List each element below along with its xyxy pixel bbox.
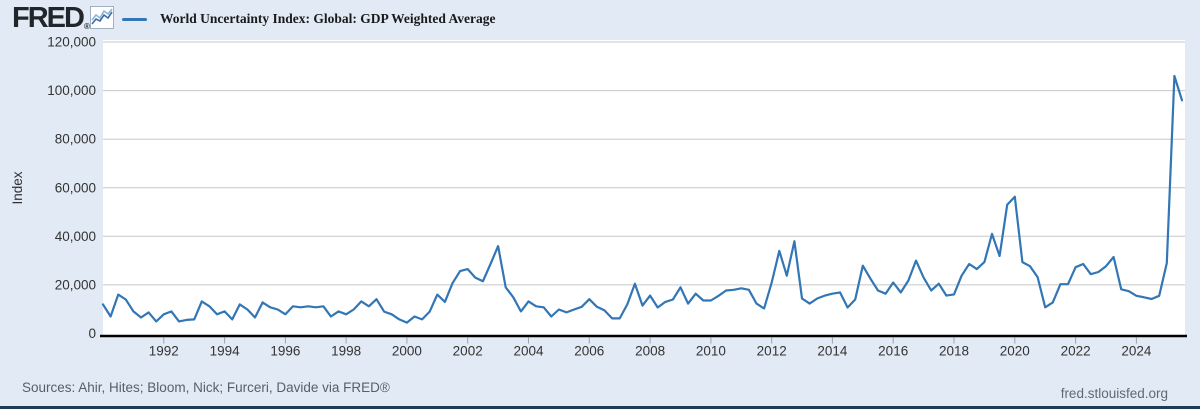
- series-line: [101, 74, 1184, 324]
- bottom-border: [0, 406, 1200, 409]
- x-tick-label: 2006: [574, 344, 604, 359]
- x-tick-label: 2016: [878, 344, 908, 359]
- y-tick-label: 100,000: [47, 83, 96, 98]
- x-tick-label: 2010: [696, 344, 726, 359]
- x-tick-label: 2020: [1000, 344, 1030, 359]
- mini-chart-icon: [90, 6, 114, 29]
- y-tick-label: 20,000: [55, 277, 96, 292]
- y-tick-label: 80,000: [55, 132, 96, 147]
- y-tick-label: 40,000: [55, 229, 96, 244]
- fred-logo[interactable]: FRED®: [12, 2, 90, 35]
- x-tick-label: 1996: [270, 344, 300, 359]
- y-axis-title: Index: [10, 171, 25, 204]
- y-tick-label: 0: [88, 326, 96, 341]
- x-tick-label: 1998: [331, 344, 361, 359]
- y-tick-label: 60,000: [55, 180, 96, 195]
- x-tick-label: 1994: [210, 344, 241, 359]
- y-tick-label: 120,000: [47, 35, 96, 50]
- x-tick-label: 2002: [453, 344, 483, 359]
- legend-label[interactable]: World Uncertainty Index: Global: GDP Wei…: [160, 11, 496, 26]
- site-link[interactable]: fred.stlouisfed.org: [1060, 386, 1168, 401]
- x-tick-label: 2004: [513, 344, 544, 359]
- legend-line-swatch: [122, 18, 147, 21]
- x-tick-label: 2014: [817, 344, 848, 359]
- x-tick-label: 2024: [1121, 344, 1152, 359]
- x-tick-label: 2022: [1061, 344, 1091, 359]
- mini-chart-icon-graphic: [91, 8, 113, 25]
- sources-text: Sources: Ahir, Hites; Bloom, Nick; Furce…: [22, 380, 390, 395]
- x-tick-label: 2012: [757, 344, 787, 359]
- chart-header: FRED® World Uncertainty Index: Global: G…: [0, 0, 1200, 36]
- registered-mark: ®: [83, 22, 90, 31]
- fred-logo-text: FRED: [12, 2, 85, 34]
- x-tick-label: 2018: [939, 344, 969, 359]
- x-tick-label: 2000: [392, 344, 422, 359]
- x-tick-label: 2008: [635, 344, 665, 359]
- x-tick-label: 1992: [149, 344, 179, 359]
- chart-plot: 0 20,000 40,000 60,000 80,000 100,000 120,000 1…: [10, 35, 1187, 359]
